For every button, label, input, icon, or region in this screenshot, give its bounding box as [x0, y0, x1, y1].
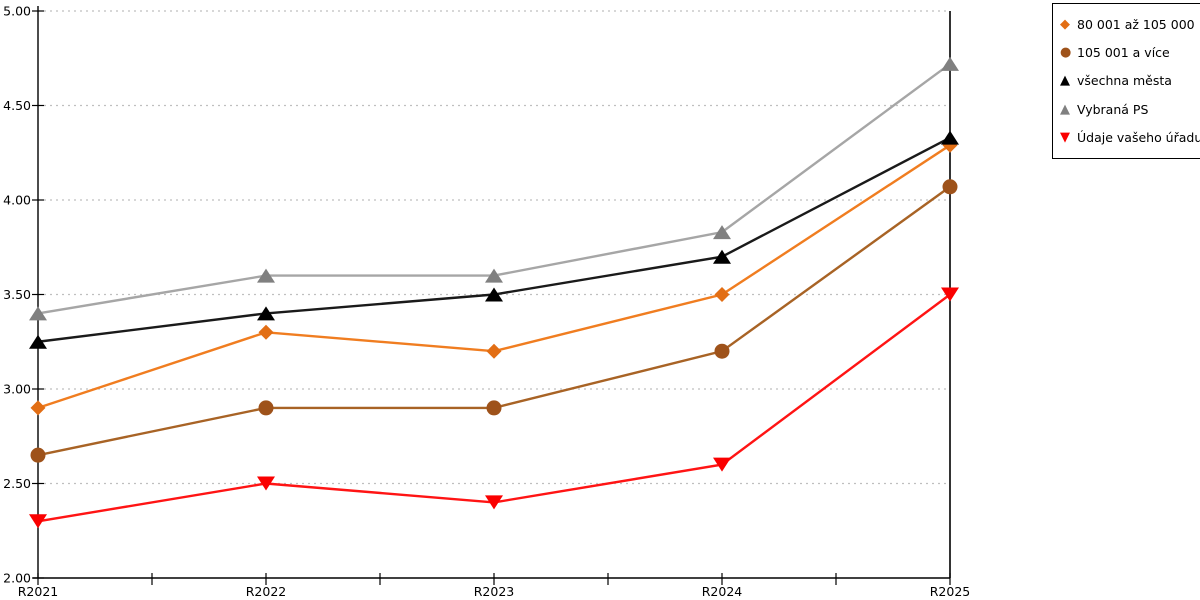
data-point-triangle-down — [29, 514, 47, 529]
legend-label: Údaje vašeho úřadu — [1077, 130, 1200, 146]
data-point-triangle-down — [713, 457, 731, 472]
data-point-diamond — [486, 343, 502, 359]
data-point-triangle-up — [29, 334, 47, 349]
data-point-diamond — [714, 287, 730, 302]
data-point-triangle-down — [485, 495, 503, 510]
data-point-circle — [486, 400, 502, 416]
legend-item-0: ◆ 80 001 až 105 000 — [1060, 10, 1200, 38]
data-point-circle — [30, 447, 46, 463]
data-point-triangle-down — [257, 476, 275, 491]
data-point-triangle-up — [713, 225, 731, 240]
legend-item-4: ▼ Údaje vašeho úřadu — [1060, 124, 1200, 152]
data-point-triangle-down — [941, 287, 959, 302]
legend-item-1: ● 105 001 a více — [1060, 38, 1200, 66]
chart-legend: ◆ 80 001 až 105 000 ● 105 001 a více ▲ všechn… — [1052, 3, 1200, 159]
series-line-triangle-up — [37, 136, 951, 343]
legend-diamond-icon: ◆ — [1060, 16, 1070, 32]
legend-label: 80 001 až 105 000 — [1077, 16, 1195, 32]
x-tick-label: R2023 — [474, 584, 515, 599]
data-point-triangle-up — [29, 306, 47, 321]
data-point-circle — [942, 179, 958, 195]
x-tick-label: R2021 — [18, 584, 59, 599]
legend-triangle-down-icon: ▼ — [1060, 130, 1070, 146]
legend-circle-icon: ● — [1060, 45, 1072, 61]
legend-triangle-up-icon: ▲ — [1060, 73, 1070, 89]
legend-label: 105 001 a více — [1077, 45, 1170, 61]
y-tick-label: 2.00 — [3, 571, 31, 586]
data-point-triangle-up — [713, 249, 731, 264]
legend-label: Vybraná PS — [1077, 101, 1149, 117]
data-point-triangle-up — [257, 268, 275, 283]
data-point-triangle-up — [941, 56, 959, 71]
data-point-circle — [714, 343, 730, 359]
y-tick-label: 3.50 — [3, 287, 31, 302]
data-point-triangle-up — [941, 130, 959, 145]
legend-triangle-up-icon: ▲ — [1060, 101, 1070, 117]
data-point-triangle-up — [485, 287, 503, 302]
y-tick-label: 2.50 — [3, 476, 31, 491]
x-tick-label: R2025 — [930, 584, 971, 599]
x-tick-label: R2024 — [702, 584, 743, 599]
y-tick-label: 3.00 — [3, 382, 31, 397]
data-point-diamond — [258, 324, 274, 340]
data-point-triangle-up — [257, 306, 275, 321]
data-point-triangle-up — [485, 268, 503, 283]
legend-item-3: ▲ Vybraná PS — [1060, 95, 1200, 123]
x-tick-label: R2022 — [246, 584, 287, 599]
data-point-diamond — [30, 400, 46, 416]
y-tick-label: 5.00 — [3, 4, 31, 19]
data-point-circle — [258, 400, 274, 416]
y-tick-label: 4.00 — [3, 193, 31, 208]
legend-item-2: ▲ všechna města — [1060, 67, 1200, 95]
legend-label: všechna města — [1077, 73, 1172, 89]
y-tick-label: 4.50 — [3, 98, 31, 113]
